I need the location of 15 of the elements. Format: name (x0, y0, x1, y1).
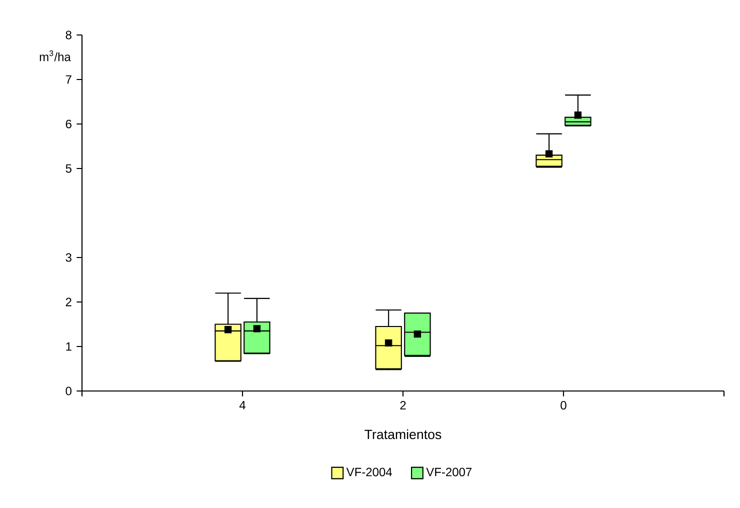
y-axis-title: m$^{3}$/ha (40, 50, 71, 62)
x-axis-title: Tratamientos (364, 429, 442, 440)
y-tick-label: 3 (66, 253, 72, 262)
y-tick-label: 1 (66, 342, 72, 351)
x-tick-label: 0 (560, 401, 566, 410)
y-tick-label: 8 (66, 30, 72, 40)
y-tick-label: 6 (66, 120, 72, 128)
y-tick-label: 7 (66, 75, 72, 84)
legend-label: VF-2004 (346, 468, 392, 476)
y-tick-label: 0 (66, 386, 72, 396)
legend-label: VF-2007 (426, 468, 472, 476)
y-tick-label: 5 (66, 164, 72, 173)
x-tick-label: 2 (400, 401, 406, 410)
x-tick-label: 4 (239, 401, 246, 410)
y-tick-label: 2 (66, 298, 72, 306)
